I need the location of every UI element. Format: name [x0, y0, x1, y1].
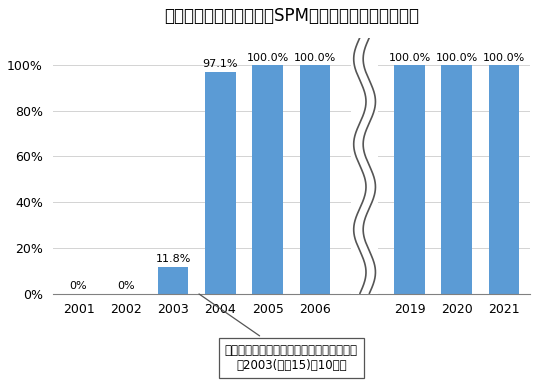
- Text: 0%: 0%: [117, 281, 135, 291]
- Text: 0%: 0%: [70, 281, 88, 291]
- Text: 100.0%: 100.0%: [294, 53, 336, 63]
- Text: 97.1%: 97.1%: [202, 59, 238, 69]
- Bar: [394, 65, 425, 293]
- Text: 100.0%: 100.0%: [246, 53, 289, 63]
- Bar: [252, 65, 283, 293]
- Text: １都３県でディーゼル車排出ガス規制開始
（2003(平成15)年10月）: １都３県でディーゼル車排出ガス規制開始 （2003(平成15)年10月）: [199, 294, 358, 372]
- Bar: [489, 65, 519, 293]
- Bar: [205, 72, 236, 293]
- Bar: [158, 267, 188, 293]
- Text: 100.0%: 100.0%: [388, 53, 431, 63]
- Bar: [300, 65, 330, 293]
- Text: 100.0%: 100.0%: [483, 53, 525, 63]
- Title: 自動車排出ガス測定局のSPMに係る環境基準達成割合: 自動車排出ガス測定局のSPMに係る環境基準達成割合: [164, 7, 419, 25]
- Text: 11.8%: 11.8%: [155, 254, 191, 264]
- Text: 100.0%: 100.0%: [436, 53, 478, 63]
- Bar: [441, 65, 472, 293]
- Bar: [351, 38, 378, 293]
